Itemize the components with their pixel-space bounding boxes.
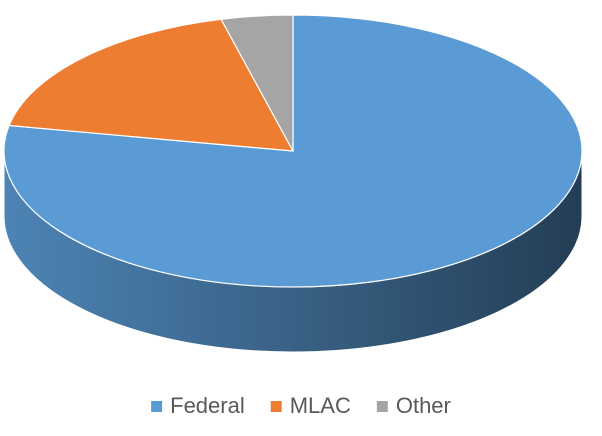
pie-slice bbox=[220, 14, 294, 152]
legend-swatch bbox=[151, 401, 163, 412]
legend-swatch bbox=[270, 401, 282, 412]
legend-label: Federal bbox=[170, 393, 245, 418]
legend-label: MLAC bbox=[290, 393, 351, 418]
legend-swatch bbox=[376, 401, 388, 412]
legend-label: Other bbox=[396, 393, 451, 418]
pie-slice bbox=[8, 18, 295, 152]
